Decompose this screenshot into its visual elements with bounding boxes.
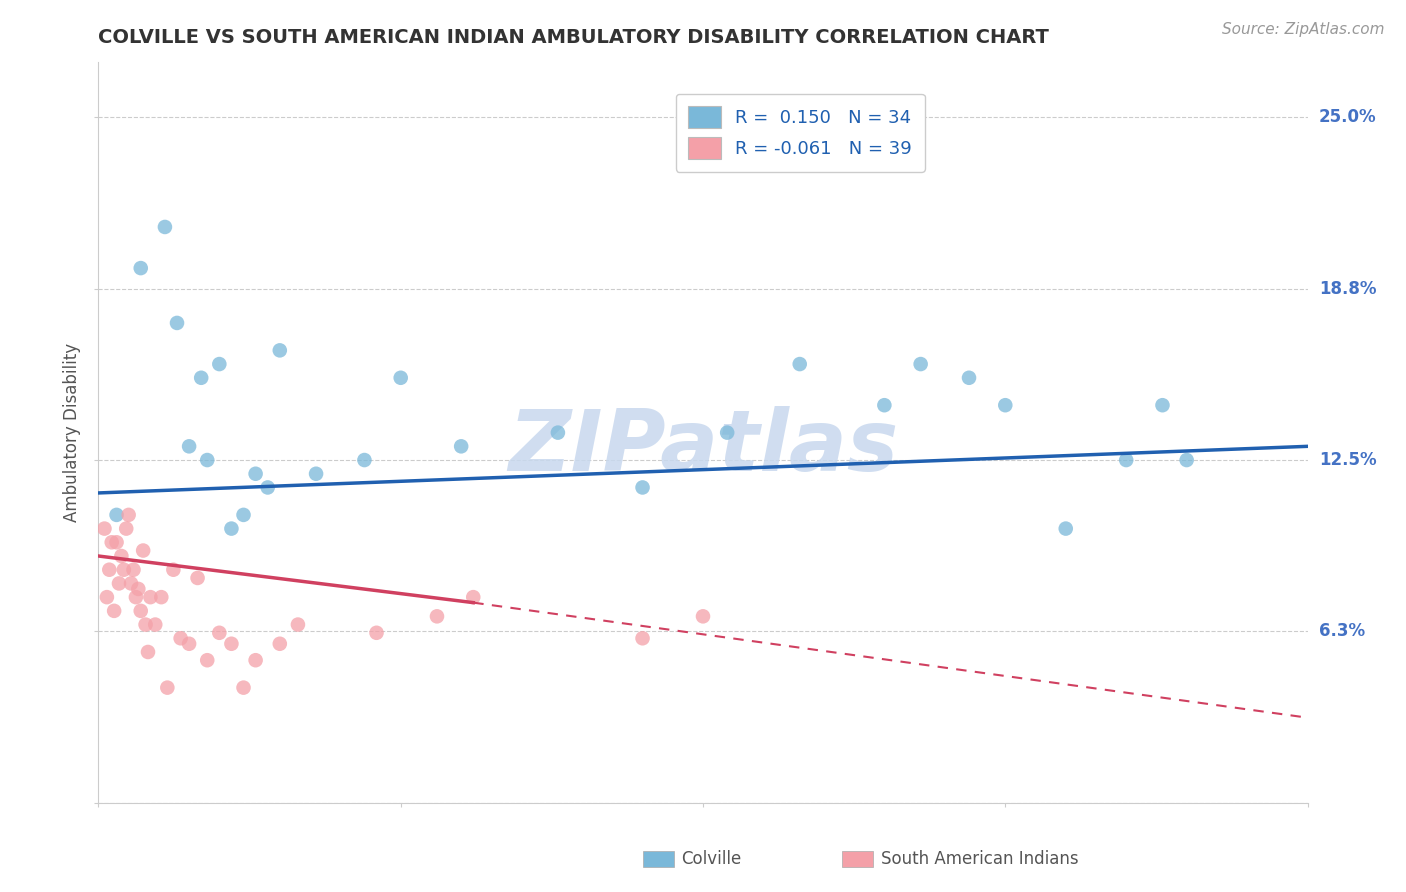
Point — [631, 632, 654, 646]
FancyBboxPatch shape — [842, 851, 873, 867]
Point — [195, 453, 218, 467]
Point — [221, 637, 243, 651]
Text: Source: ZipAtlas.com: Source: ZipAtlas.com — [1222, 22, 1385, 37]
Point — [450, 439, 472, 453]
Point — [103, 604, 125, 618]
Point — [132, 543, 155, 558]
Point — [96, 590, 118, 604]
Point — [162, 563, 184, 577]
Point — [208, 625, 231, 640]
Point — [789, 357, 811, 371]
Point — [139, 590, 162, 604]
Point — [105, 535, 128, 549]
Point — [232, 681, 254, 695]
Point — [195, 653, 218, 667]
Point — [108, 576, 131, 591]
Point — [305, 467, 328, 481]
Point — [122, 563, 145, 577]
Point — [156, 681, 179, 695]
Point — [957, 371, 980, 385]
Text: South American Indians: South American Indians — [880, 850, 1078, 868]
Point — [112, 563, 135, 577]
Point — [100, 535, 122, 549]
FancyBboxPatch shape — [643, 851, 673, 867]
Text: 6.3%: 6.3% — [1319, 623, 1365, 640]
Point — [190, 371, 212, 385]
Point — [366, 625, 388, 640]
Point — [256, 480, 278, 494]
Point — [125, 590, 148, 604]
Point — [135, 617, 157, 632]
Point — [179, 439, 201, 453]
Point — [221, 522, 243, 536]
Point — [105, 508, 128, 522]
Point — [463, 590, 485, 604]
Text: COLVILLE VS SOUTH AMERICAN INDIAN AMBULATORY DISABILITY CORRELATION CHART: COLVILLE VS SOUTH AMERICAN INDIAN AMBULA… — [98, 28, 1049, 47]
Point — [1115, 453, 1137, 467]
Point — [910, 357, 932, 371]
Point — [129, 261, 152, 276]
Point — [93, 522, 115, 536]
Point — [136, 645, 159, 659]
Text: 18.8%: 18.8% — [1319, 280, 1376, 298]
Point — [1054, 522, 1077, 536]
Point — [169, 632, 191, 646]
Point — [118, 508, 141, 522]
Point — [110, 549, 132, 563]
Point — [179, 637, 201, 651]
Text: ZIPatlas: ZIPatlas — [508, 406, 898, 489]
Point — [269, 343, 291, 358]
Point — [98, 563, 121, 577]
Point — [127, 582, 149, 596]
Point — [389, 371, 412, 385]
Point — [692, 609, 714, 624]
Point — [245, 467, 267, 481]
Point — [129, 604, 152, 618]
Point — [245, 653, 267, 667]
Point — [143, 617, 166, 632]
Legend: R =  0.150   N = 34, R = -0.061   N = 39: R = 0.150 N = 34, R = -0.061 N = 39 — [676, 94, 925, 172]
Point — [426, 609, 449, 624]
Point — [1175, 453, 1198, 467]
Point — [166, 316, 188, 330]
Text: Colville: Colville — [682, 850, 741, 868]
Point — [873, 398, 896, 412]
Point — [187, 571, 209, 585]
Point — [1152, 398, 1174, 412]
Point — [269, 637, 291, 651]
Point — [115, 522, 138, 536]
Point — [547, 425, 569, 440]
Y-axis label: Ambulatory Disability: Ambulatory Disability — [63, 343, 82, 522]
Point — [153, 219, 176, 234]
Point — [994, 398, 1017, 412]
Point — [631, 480, 654, 494]
Text: 25.0%: 25.0% — [1319, 108, 1376, 127]
Point — [120, 576, 142, 591]
Point — [287, 617, 309, 632]
Point — [716, 425, 738, 440]
Text: 12.5%: 12.5% — [1319, 451, 1376, 469]
Point — [232, 508, 254, 522]
Point — [353, 453, 375, 467]
Point — [208, 357, 231, 371]
Point — [150, 590, 173, 604]
